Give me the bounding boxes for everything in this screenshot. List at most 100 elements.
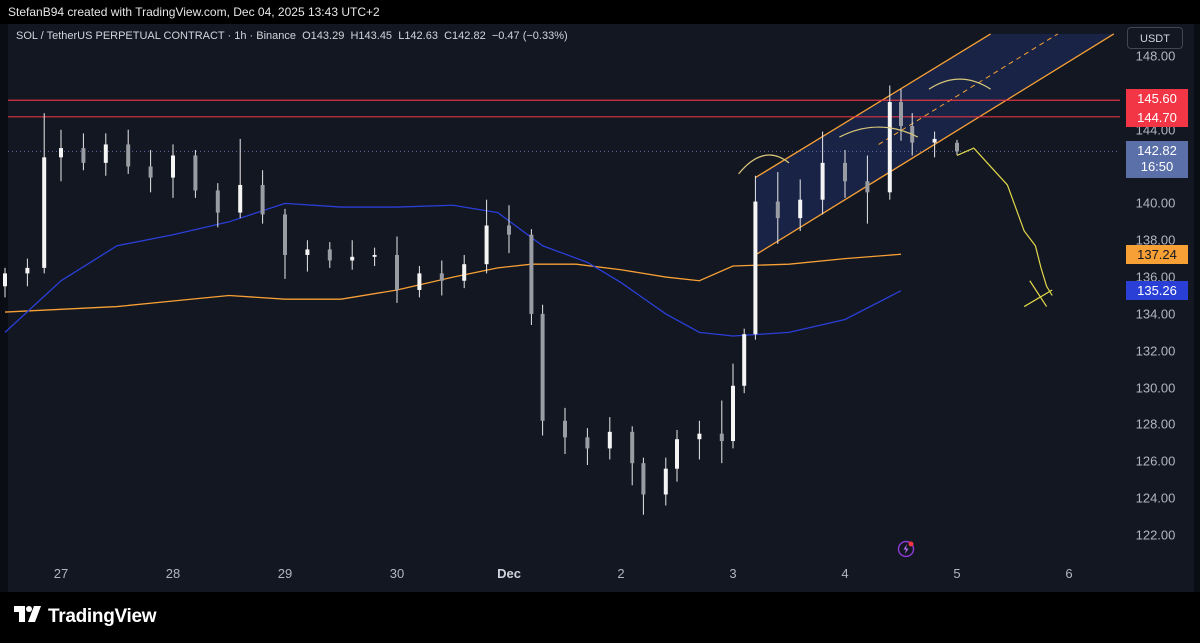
low-value: 142.63 [404,30,438,42]
price-axis-label: 126.00 [1135,453,1176,469]
candle-body [81,148,86,163]
orange-moving-average-line [4,253,902,313]
price-tag-ma-fast: 135.26 [1126,281,1188,300]
candle-body [865,181,870,193]
open-value: 143.29 [310,30,345,42]
candle-body [955,142,959,152]
candle-body [395,254,399,290]
candle-body [148,166,153,178]
candle-body [193,155,198,191]
last-price-tag: 142.82 16:50 [1126,141,1188,178]
last-price-value: 142.82 [1137,143,1177,158]
candle-body [238,184,243,213]
price-tag-level-1: 145.60 [1126,89,1188,108]
candle-body [283,214,287,255]
candle-body [103,144,108,163]
time-axis-label: 28 [165,566,181,581]
candle-body [630,431,635,464]
candle-body [719,433,724,442]
projection-path [956,147,1053,296]
tradingview-logo-icon [14,606,42,628]
lightning-icon[interactable] [897,540,915,558]
close-value: 142.82 [452,30,486,42]
candle-body [753,201,758,335]
price-axis-label: 136.00 [1135,269,1176,285]
time-axis-label: 27 [53,566,69,581]
change-value: −0.47 (−0.33%) [491,30,568,42]
candle-body [607,431,612,449]
blue-moving-average-line [4,202,902,337]
candle-body [529,234,534,314]
swing-high-arc [928,78,991,90]
candle-body [932,138,937,143]
candle-body [215,190,220,213]
price-axis-label: 124.00 [1135,490,1176,506]
candle-body [305,249,310,255]
target-cross-stroke [1029,280,1048,307]
candle-body [126,144,131,167]
candle-body [439,273,444,281]
brand-name: TradingView [48,606,157,627]
close-label: C [444,30,453,42]
price-axis-label: 148.00 [1135,48,1176,64]
symbol-info[interactable]: SOL / TetherUS PERPETUAL CONTRACT · 1h ·… [16,30,296,42]
time-axis-label: 5 [953,566,961,581]
currency-button[interactable]: USDT [1127,27,1183,49]
candle-body [540,313,545,421]
candle-body [372,254,377,257]
footer-bar [0,592,1200,643]
candle-body [742,334,747,386]
price-tag-ma-slow: 137.24 [1126,245,1188,264]
low-label: L [398,30,405,42]
candle-body [899,102,903,127]
candle-body [462,264,467,281]
price-axis-label: 134.00 [1135,306,1176,322]
channel-mid-line [878,33,1059,145]
candle-body [42,157,47,268]
candle-body [3,273,7,287]
time-axis-label: 30 [389,566,405,581]
price-axis-label: 140.00 [1135,195,1176,211]
candle-body [641,463,646,495]
candle-body [484,225,489,265]
price-tag-level-2: 144.70 [1126,108,1188,127]
tradingview-brand[interactable]: TradingView [14,606,157,628]
candle-body [798,199,803,219]
attribution-bar: StefanB94 created with TradingView.com, … [0,0,1200,24]
price-axis-label: 138.00 [1135,232,1176,248]
time-axis-label: Dec [497,566,521,581]
open-label: O [302,30,311,42]
attribution-text: StefanB94 created with TradingView.com, … [8,5,380,19]
time-axis-label: 29 [277,566,293,581]
candle-body [887,102,892,193]
candle-countdown: 16:50 [1140,159,1174,174]
symbol-legend: SOL / TetherUS PERPETUAL CONTRACT · 1h ·… [16,30,568,42]
candle-body [675,439,679,469]
price-axis-label: 128.00 [1135,416,1176,432]
time-axis-label: 2 [617,566,625,581]
time-axis-label: 3 [729,566,737,581]
candle-body [507,225,511,235]
candle-body [417,273,422,290]
candle-body [327,249,332,261]
price-axis-label: 132.00 [1135,343,1176,359]
candle-body [663,468,668,495]
candle-body [260,184,265,215]
price-axis-label: 130.00 [1135,380,1176,396]
swing-high-arc [839,126,919,138]
candle-body [585,437,590,449]
candle-body [171,155,175,178]
candle-body [820,162,825,200]
high-value: 143.45 [358,30,393,42]
candle-body [843,162,847,182]
target-cross-stroke [1023,289,1053,308]
candle-body [25,267,30,274]
candle-body [731,385,735,442]
candle-body [775,201,780,219]
price-axis-label: 122.00 [1135,527,1176,543]
chart-pane[interactable] [8,24,1194,592]
candle-body [350,256,355,261]
candle-body [59,148,63,158]
candle-body [563,420,567,438]
